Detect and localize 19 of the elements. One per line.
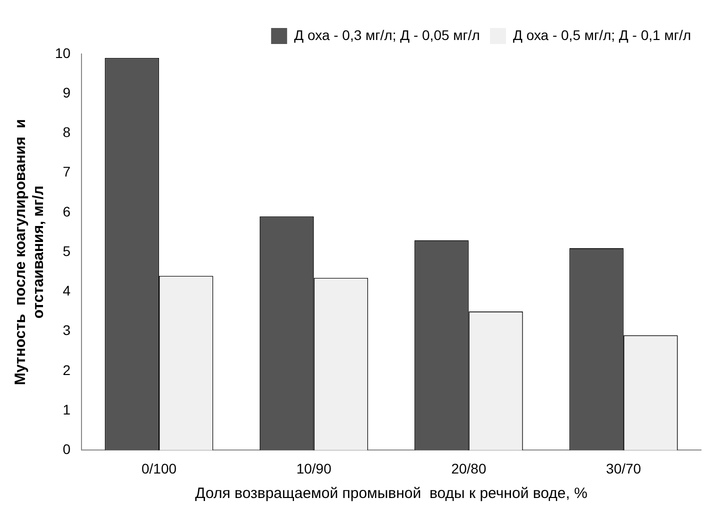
y-tick-label: 9 [62, 84, 71, 100]
y-axis-title: Мутность после коагулирования и отстаивания, мг/л [12, 119, 48, 386]
y-tick-label: 6 [62, 203, 71, 220]
y-tick-label: 10 [54, 44, 71, 61]
y-tick-label: 3 [62, 322, 71, 338]
legend-label: Д оха - 0,3 мг/л; Д - 0,05 мг/л [294, 26, 480, 43]
x-tick-label: 30/70 [606, 460, 642, 476]
y-tick-label: 7 [62, 164, 71, 180]
x-tick-label: 20/80 [451, 460, 486, 476]
x-tick-label: 0/100 [141, 460, 177, 476]
y-tick-label: 4 [62, 282, 71, 299]
legend-label: Д оха - 0,5 мг/л; Д - 0,1 мг/л [512, 26, 692, 43]
x-axis-title: Доля возвращаемой промывной воды к речной воде, % [195, 485, 588, 502]
x-tick-label: 10/90 [296, 460, 332, 476]
y-tick-label: 0 [62, 441, 71, 458]
y-tick-label: 2 [62, 362, 71, 378]
y-tick-label: 8 [62, 124, 71, 140]
y-tick-label: 1 [62, 401, 71, 418]
y-tick-label: 5 [62, 242, 71, 259]
